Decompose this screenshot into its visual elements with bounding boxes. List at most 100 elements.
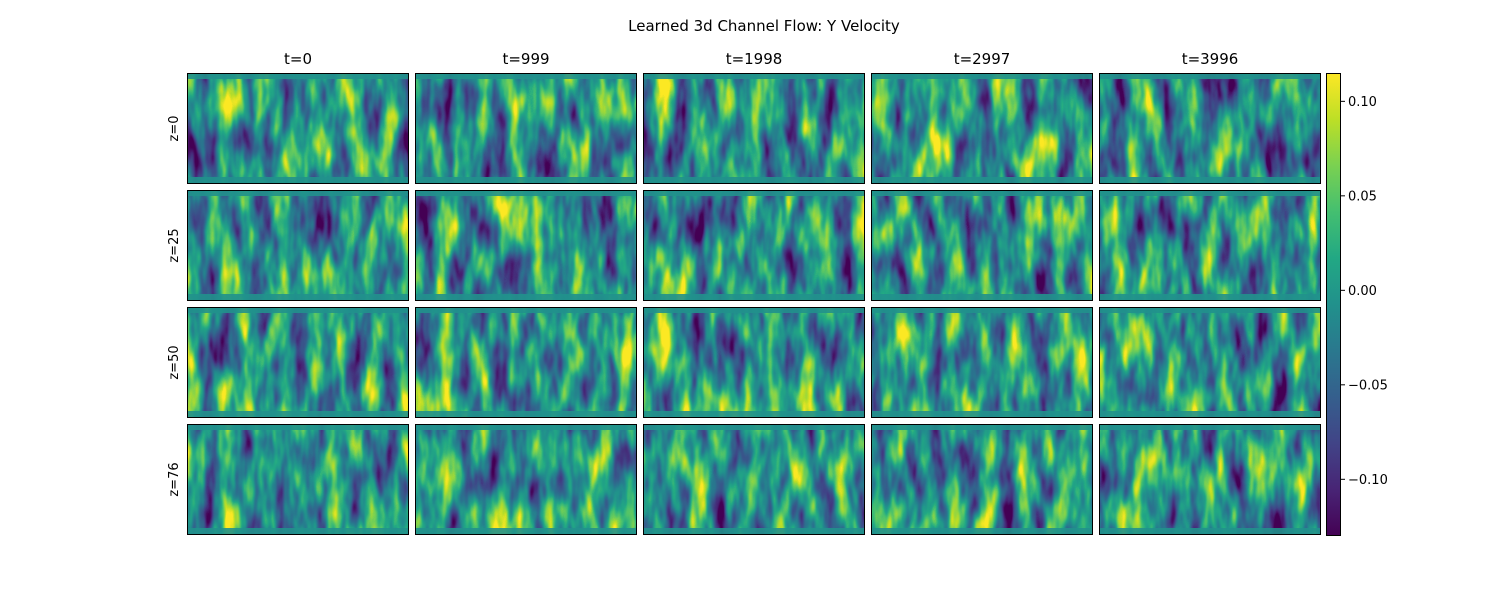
heatmap-panel bbox=[871, 424, 1093, 535]
heatmap-panel bbox=[1099, 424, 1321, 535]
panel-field bbox=[1099, 190, 1321, 301]
colorbar-tick-label: −0.10 bbox=[1348, 473, 1388, 488]
panel-field bbox=[187, 73, 409, 184]
panel-frame bbox=[415, 73, 637, 184]
panel-frame bbox=[415, 190, 637, 301]
panel-wall-top bbox=[187, 73, 409, 79]
panel-wall-bottom bbox=[871, 528, 1093, 535]
panel-frame bbox=[187, 307, 409, 418]
panel-frame bbox=[187, 424, 409, 535]
panel-wall-bottom bbox=[187, 177, 409, 184]
heatmap-panel bbox=[643, 190, 865, 301]
panel-wall-bottom bbox=[643, 294, 865, 301]
panel-wall-bottom bbox=[871, 411, 1093, 418]
row-labels: z=0 z=25 z=50 z=76 bbox=[167, 116, 182, 497]
heatmap-panel bbox=[187, 190, 409, 301]
panel-wall-top bbox=[1099, 73, 1321, 79]
panel-wall-top bbox=[415, 307, 637, 313]
panel-field bbox=[1099, 73, 1321, 184]
panel-wall-bottom bbox=[187, 411, 409, 418]
chart-title: Learned 3d Channel Flow: Y Velocity bbox=[628, 17, 900, 35]
panel-wall-bottom bbox=[415, 294, 637, 301]
panel-frame bbox=[1099, 73, 1321, 184]
panel-wall-top bbox=[871, 190, 1093, 196]
panel-frame bbox=[187, 73, 409, 184]
panel-field bbox=[415, 190, 637, 301]
panel-field bbox=[415, 307, 637, 418]
panel-frame bbox=[871, 190, 1093, 301]
colorbar-gradient bbox=[1326, 73, 1341, 536]
column-label: t=0 bbox=[284, 50, 312, 68]
panel-field bbox=[871, 73, 1093, 184]
panel-wall-top bbox=[643, 307, 865, 313]
panel-frame bbox=[187, 190, 409, 301]
heatmap-panel bbox=[415, 424, 637, 535]
panel-field bbox=[643, 190, 865, 301]
colorbar-frame bbox=[1326, 73, 1341, 536]
heatmap-panel bbox=[415, 73, 637, 184]
row-label: z=50 bbox=[167, 345, 182, 379]
panel-wall-bottom bbox=[1099, 411, 1321, 418]
panel-wall-bottom bbox=[415, 528, 637, 535]
panel-field bbox=[643, 73, 865, 184]
panel-frame bbox=[1099, 190, 1321, 301]
panel-field bbox=[643, 307, 865, 418]
heatmap-panel bbox=[415, 190, 637, 301]
panel-wall-top bbox=[871, 424, 1093, 430]
colorbar-tick-label: 0.10 bbox=[1348, 95, 1377, 110]
panel-wall-bottom bbox=[187, 294, 409, 301]
colorbar-tick-label: −0.05 bbox=[1348, 378, 1388, 393]
panel-wall-top bbox=[415, 424, 637, 430]
panel-wall-top bbox=[1099, 424, 1321, 430]
panel-field bbox=[187, 424, 409, 535]
panel-wall-top bbox=[1099, 307, 1321, 313]
heatmap-panel bbox=[1099, 307, 1321, 418]
heatmap-panel bbox=[415, 307, 637, 418]
panel-wall-top bbox=[187, 190, 409, 196]
panel-wall-bottom bbox=[871, 177, 1093, 184]
panel-frame bbox=[415, 307, 637, 418]
panel-field bbox=[1099, 307, 1321, 418]
heatmap-panel bbox=[871, 190, 1093, 301]
panel-wall-top bbox=[871, 73, 1093, 79]
panel-wall-top bbox=[187, 307, 409, 313]
column-label: t=999 bbox=[502, 50, 549, 68]
heatmap-panel bbox=[187, 307, 409, 418]
heatmap-panel bbox=[643, 424, 865, 535]
panel-frame bbox=[871, 424, 1093, 535]
column-label: t=1998 bbox=[726, 50, 783, 68]
colorbar-tick-label: 0.05 bbox=[1348, 189, 1377, 204]
panel-wall-top bbox=[187, 424, 409, 430]
panel-field bbox=[871, 190, 1093, 301]
panel-wall-bottom bbox=[643, 528, 865, 535]
colorbar: 0.10 0.05 0.00 −0.05 −0.10 bbox=[1326, 73, 1388, 536]
heatmap-panel bbox=[871, 307, 1093, 418]
panel-wall-top bbox=[1099, 190, 1321, 196]
panel-wall-bottom bbox=[1099, 528, 1321, 535]
panel-field bbox=[187, 307, 409, 418]
panel-wall-top bbox=[415, 190, 637, 196]
row-label: z=25 bbox=[167, 228, 182, 262]
panel-frame bbox=[871, 307, 1093, 418]
panel-field bbox=[415, 73, 637, 184]
panel-frame bbox=[643, 73, 865, 184]
panel-frame bbox=[1099, 424, 1321, 535]
panel-field bbox=[871, 307, 1093, 418]
panel-frame bbox=[643, 424, 865, 535]
panel-field bbox=[643, 424, 865, 535]
column-label: t=3996 bbox=[1182, 50, 1239, 68]
panel-field bbox=[1099, 424, 1321, 535]
panel-wall-bottom bbox=[1099, 177, 1321, 184]
panel-wall-top bbox=[643, 73, 865, 79]
panel-frame bbox=[415, 424, 637, 535]
panel-wall-bottom bbox=[187, 528, 409, 535]
panel-wall-bottom bbox=[871, 294, 1093, 301]
heatmap-panel bbox=[187, 73, 409, 184]
row-label: z=76 bbox=[167, 462, 182, 496]
panel-wall-bottom bbox=[415, 177, 637, 184]
colorbar-tick-label: 0.00 bbox=[1348, 284, 1377, 299]
panel-wall-bottom bbox=[643, 177, 865, 184]
panel-field bbox=[187, 190, 409, 301]
